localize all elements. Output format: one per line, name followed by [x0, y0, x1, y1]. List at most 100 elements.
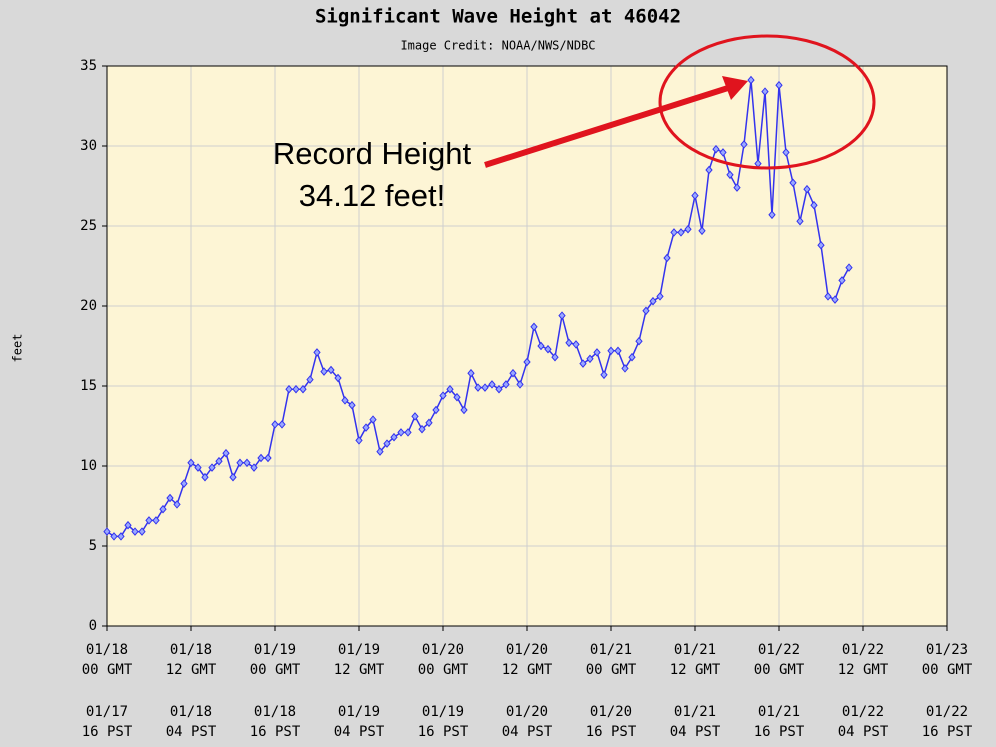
data-point	[474, 383, 482, 392]
y-tick-label: 0	[89, 618, 97, 634]
data-point	[180, 479, 188, 488]
annotation: 34.12 feet!	[299, 178, 446, 213]
data-point	[334, 373, 342, 383]
data-point	[628, 352, 636, 362]
data-point	[600, 370, 608, 380]
data-point	[593, 348, 601, 357]
data-point	[768, 210, 776, 220]
x-tick-label: 01/23	[926, 642, 968, 658]
y-tick-label: 25	[80, 218, 97, 234]
data-point	[726, 170, 734, 180]
annotation-arrow	[484, 85, 729, 168]
data-point	[425, 418, 433, 428]
y-tick-label: 15	[80, 378, 97, 394]
data-point	[607, 346, 615, 356]
data-point	[572, 340, 580, 349]
data-point	[810, 200, 818, 210]
x-tick-label-pst: 16 PST	[922, 724, 973, 740]
data-point	[845, 263, 853, 272]
data-point	[537, 341, 545, 351]
x-tick-label: 00 GMT	[922, 662, 973, 678]
data-point	[621, 364, 629, 373]
data-point	[698, 226, 706, 236]
x-tick-label-pst: 16 PST	[754, 724, 805, 740]
x-tick-label: 12 GMT	[166, 662, 217, 678]
data-point	[656, 292, 664, 301]
data-point	[453, 392, 461, 402]
chart-title: Significant Wave Height at 46042	[315, 6, 681, 28]
x-tick-label-pst: 01/20	[506, 704, 548, 720]
data-point	[124, 520, 132, 530]
data-point	[705, 165, 713, 175]
data-point	[635, 336, 643, 346]
data-point	[327, 365, 335, 375]
data-point	[117, 532, 125, 541]
data-point	[642, 306, 650, 316]
data-point	[432, 405, 440, 415]
x-tick-label-pst: 01/22	[926, 704, 968, 720]
data-point	[495, 384, 503, 394]
data-point	[509, 368, 517, 378]
data-point	[390, 432, 398, 442]
data-point	[677, 228, 685, 237]
data-point	[740, 140, 748, 149]
data-point	[789, 178, 797, 188]
data-point	[796, 216, 804, 226]
x-tick-label: 01/19	[338, 642, 380, 658]
data-point	[285, 384, 293, 394]
data-point	[131, 527, 139, 536]
data-point	[271, 420, 279, 429]
y-tick-label: 30	[80, 138, 97, 154]
data-point	[341, 396, 349, 405]
data-point	[551, 352, 559, 362]
y-tick-label: 5	[89, 538, 97, 554]
data-point	[747, 75, 755, 85]
x-tick-label: 12 GMT	[334, 662, 385, 678]
y-tick-label: 10	[80, 458, 97, 474]
data-point	[348, 400, 356, 410]
data-point	[110, 532, 118, 541]
data-point	[194, 463, 202, 472]
data-point	[439, 391, 447, 400]
data-point	[201, 472, 209, 482]
data-point	[362, 423, 370, 432]
data-point	[208, 463, 216, 472]
data-point	[320, 367, 328, 376]
data-point	[313, 348, 321, 357]
data-point	[838, 276, 846, 285]
data-point	[250, 463, 258, 472]
x-tick-label-pst: 01/22	[842, 704, 884, 720]
data-point	[544, 344, 552, 354]
x-tick-label-pst: 16 PST	[586, 724, 637, 740]
x-tick-label: 01/18	[170, 642, 212, 658]
data-point	[306, 375, 314, 384]
plot-frame	[106, 65, 948, 627]
data-point	[411, 412, 419, 421]
x-tick-label-pst: 04 PST	[166, 724, 217, 740]
x-tick-label: 00 GMT	[418, 662, 469, 678]
data-point	[663, 253, 671, 263]
data-point	[488, 380, 496, 389]
data-point	[187, 458, 195, 468]
data-point	[614, 346, 622, 356]
x-tick-label: 00 GMT	[250, 662, 301, 678]
data-point	[558, 311, 566, 320]
data-point	[649, 296, 657, 306]
data-point	[236, 458, 244, 468]
x-tick-label: 12 GMT	[670, 662, 721, 678]
data-point	[103, 527, 111, 536]
data-point	[138, 527, 146, 536]
data-point	[257, 453, 265, 463]
y-tick-label: 35	[80, 58, 97, 74]
data-point	[684, 224, 692, 234]
x-tick-label-pst: 16 PST	[250, 724, 301, 740]
data-point	[712, 144, 720, 154]
x-tick-label-pst: 01/19	[422, 704, 464, 720]
data-point	[817, 240, 825, 250]
x-tick-label-pst: 04 PST	[502, 724, 553, 740]
data-point	[292, 384, 300, 394]
data-point	[418, 424, 426, 434]
data-point	[222, 448, 230, 458]
data-point	[565, 338, 573, 348]
data-point	[264, 453, 272, 463]
